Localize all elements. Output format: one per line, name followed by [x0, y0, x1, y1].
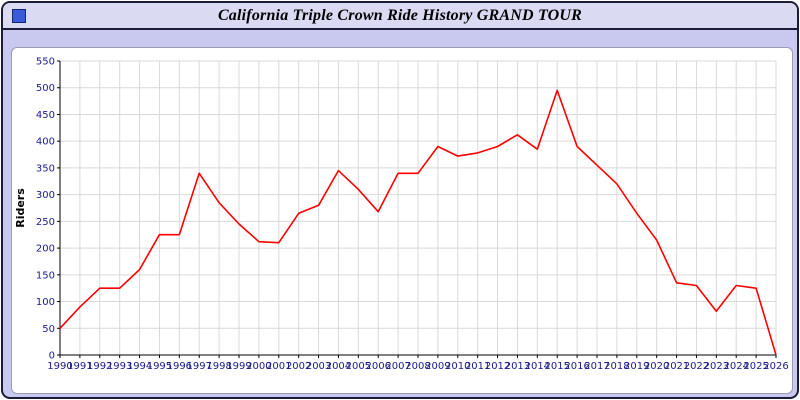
chart-panel: 0 50 100 150 200 250 300 350 400 450 500 550 1990 199…: [11, 47, 793, 394]
svg-text:2002: 2002: [286, 361, 311, 372]
svg-text:1991: 1991: [67, 361, 92, 372]
svg-text:300: 300: [36, 190, 55, 201]
svg-text:400: 400: [36, 137, 55, 148]
svg-text:2003: 2003: [306, 361, 331, 372]
svg-text:2010: 2010: [445, 361, 470, 372]
svg-text:2000: 2000: [246, 361, 271, 372]
svg-text:1994: 1994: [127, 361, 152, 372]
svg-text:150: 150: [36, 270, 55, 281]
svg-text:1999: 1999: [226, 361, 251, 372]
svg-text:2001: 2001: [266, 361, 291, 372]
svg-text:2014: 2014: [525, 361, 550, 372]
svg-text:2008: 2008: [405, 361, 430, 372]
svg-text:2022: 2022: [684, 361, 709, 372]
svg-text:1993: 1993: [107, 361, 132, 372]
svg-text:2025: 2025: [743, 361, 768, 372]
svg-text:1992: 1992: [87, 361, 112, 372]
window-titlebar[interactable]: California Triple Crown Ride History GRA…: [3, 3, 797, 30]
svg-text:2020: 2020: [644, 361, 669, 372]
svg-text:450: 450: [36, 110, 55, 121]
axis-lines: [57, 60, 777, 358]
app-icon: [12, 9, 26, 23]
svg-text:2017: 2017: [584, 361, 609, 372]
svg-text:550: 550: [36, 57, 55, 68]
svg-text:2018: 2018: [604, 361, 629, 372]
svg-text:200: 200: [36, 244, 55, 255]
svg-text:1998: 1998: [206, 361, 231, 372]
svg-text:2019: 2019: [624, 361, 649, 372]
svg-text:500: 500: [36, 83, 55, 94]
svg-text:1997: 1997: [186, 361, 211, 372]
svg-text:350: 350: [36, 163, 55, 174]
svg-text:100: 100: [36, 297, 55, 308]
svg-text:2023: 2023: [704, 361, 729, 372]
svg-text:2009: 2009: [425, 361, 450, 372]
svg-text:1995: 1995: [147, 361, 172, 372]
svg-text:1996: 1996: [167, 361, 192, 372]
svg-text:2024: 2024: [723, 361, 748, 372]
svg-text:50: 50: [42, 324, 55, 335]
svg-text:2004: 2004: [326, 361, 351, 372]
svg-text:2015: 2015: [544, 361, 569, 372]
svg-text:2013: 2013: [505, 361, 530, 372]
svg-text:2006: 2006: [365, 361, 390, 372]
chart-svg: 0501001502002503003504004505005501990199…: [14, 57, 789, 373]
data-line: [59, 89, 777, 356]
svg-text:2005: 2005: [346, 361, 371, 372]
grid-lines: [59, 60, 777, 356]
y-tick-labels: 0 50 100 150 200 250 300 350 400 450 500 550: [36, 57, 55, 362]
svg-text:2012: 2012: [485, 361, 510, 372]
svg-text:250: 250: [36, 217, 55, 228]
svg-text:2021: 2021: [664, 361, 689, 372]
window-title: California Triple Crown Ride History GRA…: [217, 6, 583, 24]
svg-text:2011: 2011: [465, 361, 490, 372]
x-tick-labels: 1990199119921993199419951996199719981999…: [47, 361, 788, 372]
svg-text:2026: 2026: [763, 361, 788, 372]
svg-text:1990: 1990: [47, 361, 72, 372]
y-axis-label: Riders: [14, 188, 27, 228]
svg-text:2007: 2007: [385, 361, 410, 372]
svg-text:2016: 2016: [564, 361, 589, 372]
svg-text:0: 0: [49, 351, 55, 362]
